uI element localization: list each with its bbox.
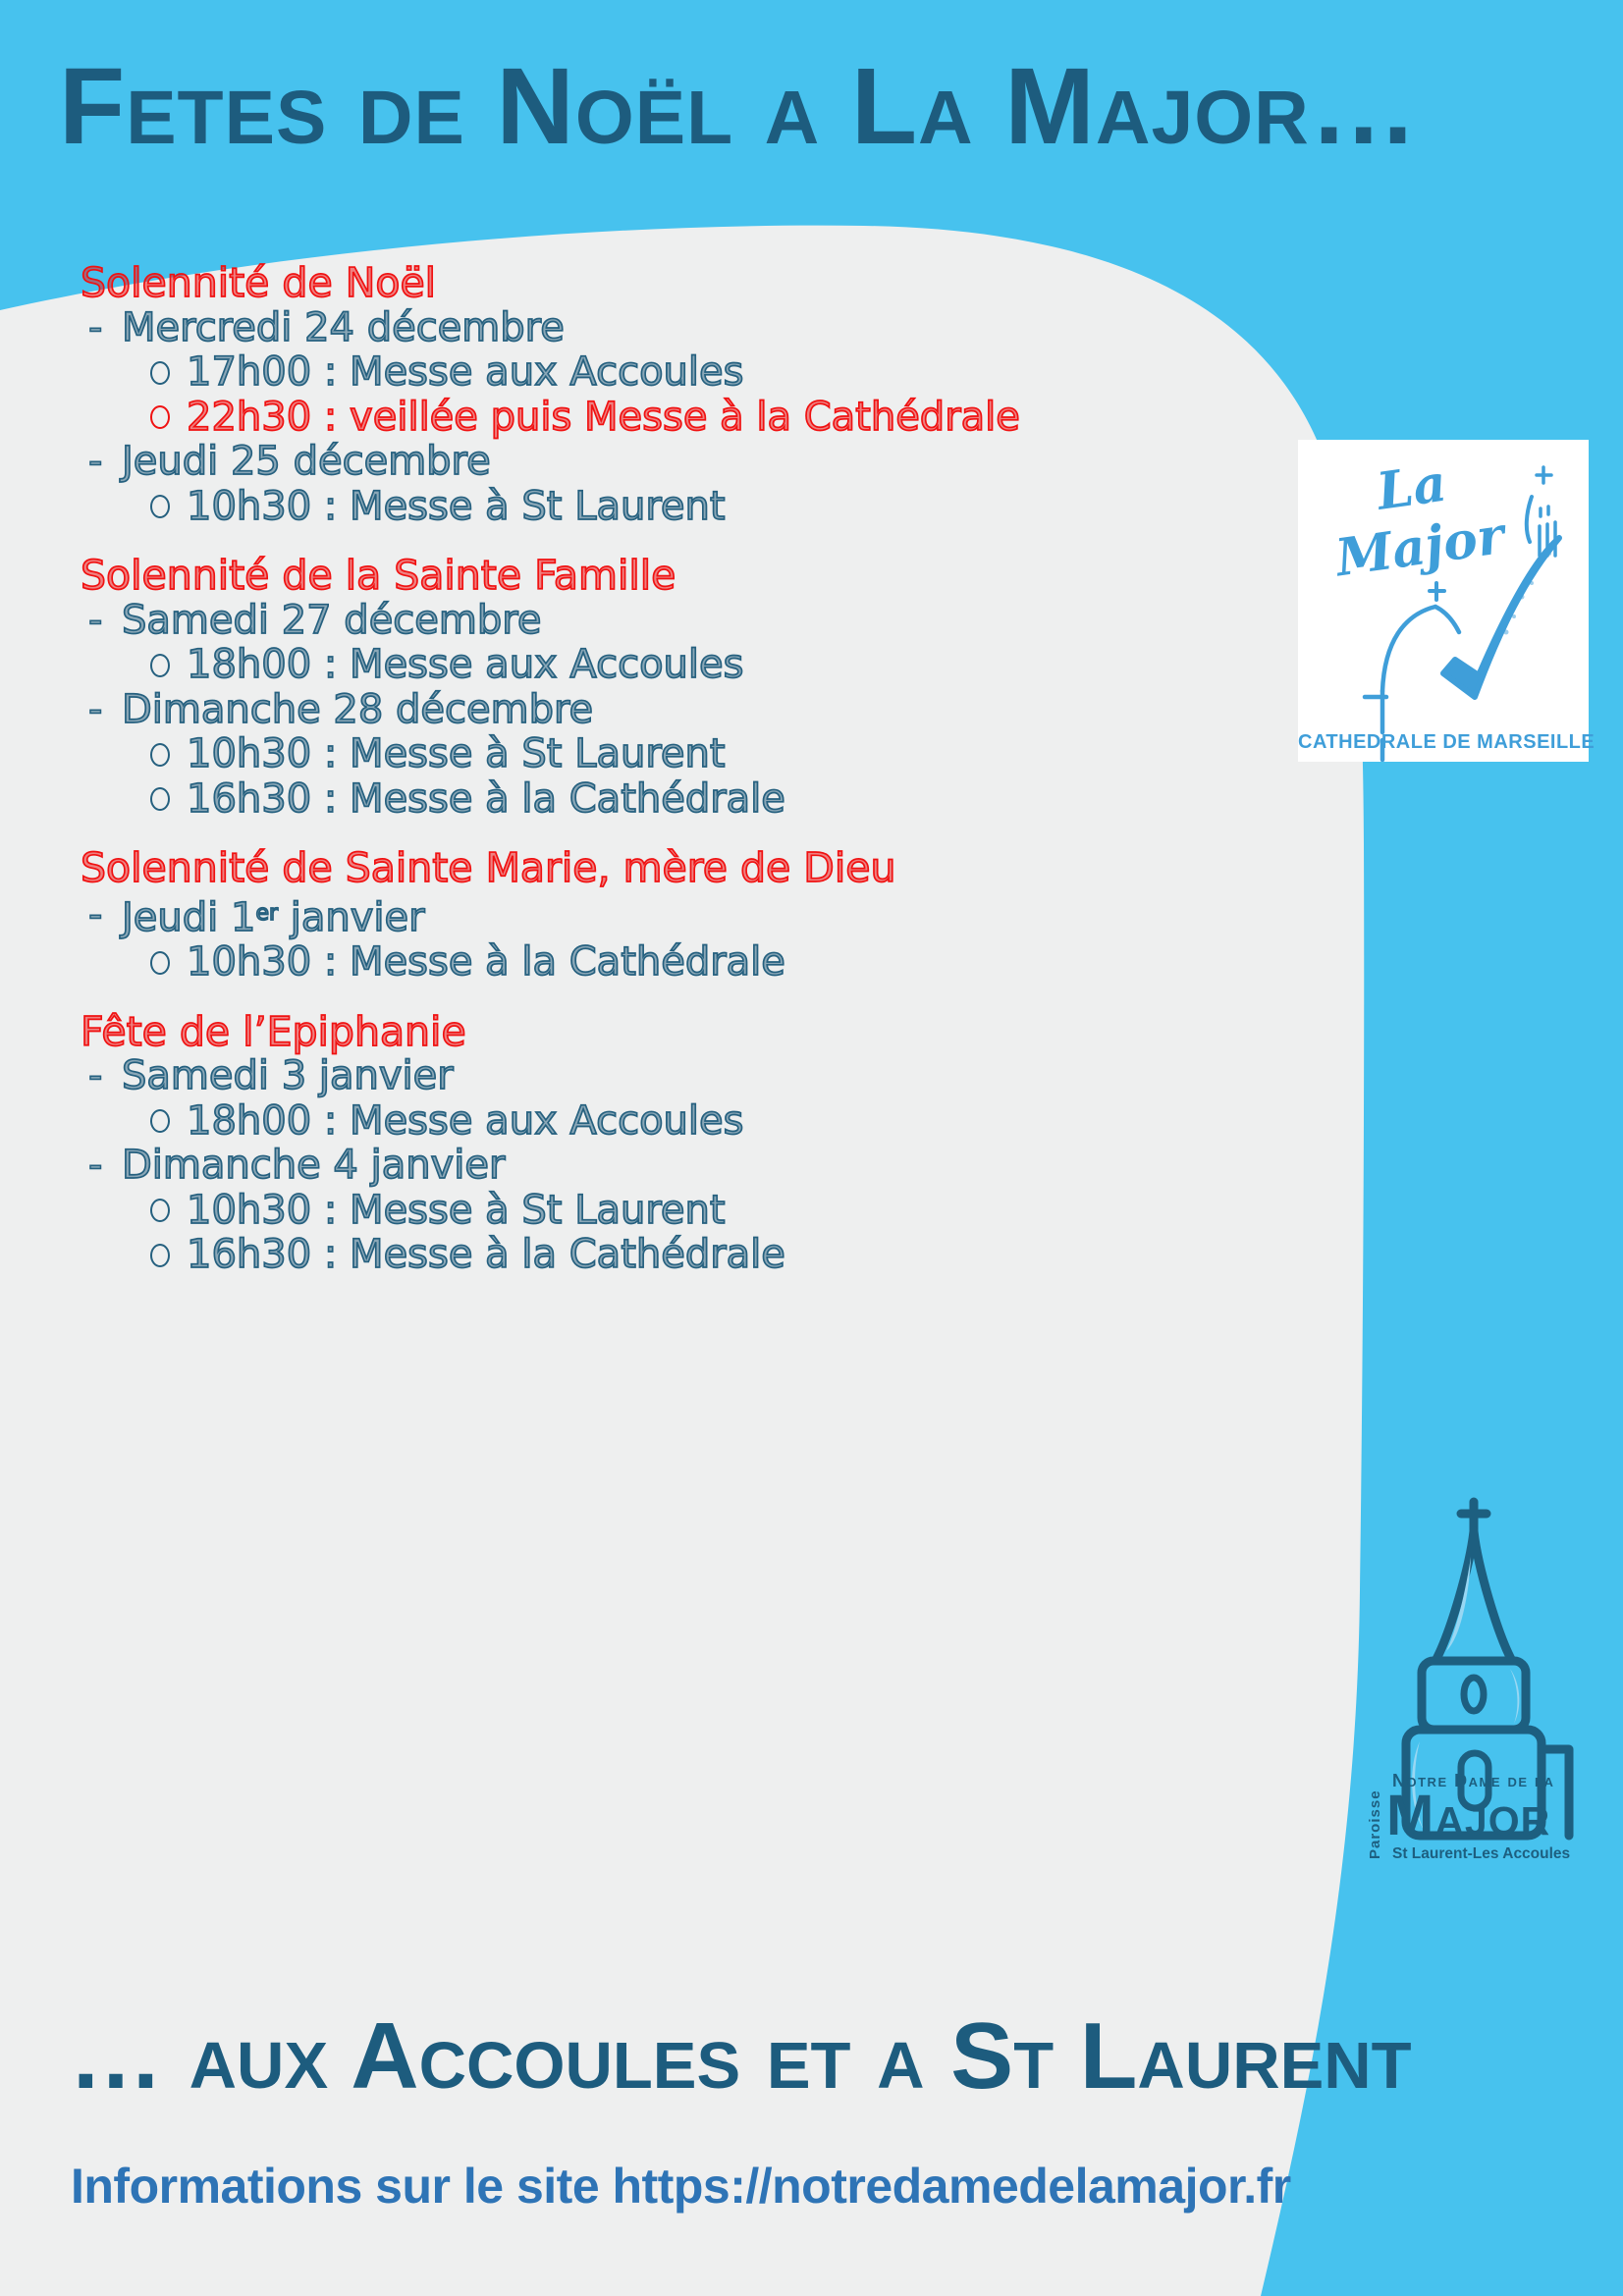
circle-bullet — [150, 360, 170, 385]
circle-bullet — [150, 787, 170, 812]
schedule-item-text: Samedi 3 janvier — [121, 1052, 454, 1098]
section-items: - Mercredi 24 décembre 17h00 : Messe aux A… — [81, 304, 1377, 529]
schedule-item: 16h30 : Messe à la Cathédrale — [81, 1231, 1377, 1278]
dash-bullet: - — [87, 1053, 103, 1098]
schedule-item: 18h00 : Messe aux Accoules — [81, 1097, 1377, 1144]
schedule-item: - Dimanche 28 décembre — [81, 686, 1377, 732]
schedule-item-text: Mercredi 24 décembre — [121, 304, 566, 350]
schedule-item-text: 16h30 : Messe à la Cathédrale — [186, 1231, 786, 1277]
schedule-item-text: 10h30 : Messe à St Laurent — [186, 730, 726, 776]
schedule-section: Fête de l’Epiphanie - Samedi 3 janvier 18h… — [80, 1007, 1377, 1278]
schedule-item-text: 18h00 : Messe aux Accoules — [186, 1097, 744, 1144]
paroisse-line1: Notre Dame de la — [1392, 1771, 1555, 1790]
paroisse-line2: Major — [1386, 1784, 1551, 1847]
schedule-item-text: 22h30 : veillée puis Messe à la Cathédra… — [186, 394, 1021, 440]
section-items: - Samedi 27 décembre 18h00 : Messe aux Acc… — [81, 597, 1377, 822]
section-title: Solennité de Noël — [80, 259, 437, 306]
circle-bullet — [150, 405, 170, 430]
paroisse-line3: St Laurent-Les Accoules — [1392, 1845, 1571, 1862]
schedule-item: 10h30 : Messe à la Cathédrale — [81, 938, 1377, 986]
schedule-item: - Samedi 3 janvier — [81, 1052, 1377, 1098]
schedule-item-text: 10h30 : Messe à la Cathédrale — [186, 938, 786, 985]
dash-bullet: - — [87, 892, 103, 937]
page-title: Fetes de Noël a La Major… — [59, 46, 1419, 167]
schedule-item-text: 18h00 : Messe aux Accoules — [186, 641, 744, 687]
dash-bullet: - — [87, 439, 103, 484]
section-items: - Jeudi 1er janvier 10h30 : Messe à la Cat… — [81, 891, 1377, 986]
la-major-logo: La Major CATHEDRALE DE MARSEILLE — [1298, 440, 1596, 762]
schedule-item: - Dimanche 4 janvier — [81, 1142, 1377, 1188]
schedule-item-text: 10h30 : Messe à St Laurent — [186, 483, 726, 529]
schedule-item-text: Samedi 27 décembre — [121, 597, 542, 643]
schedule-item: 17h00 : Messe aux Accoules — [81, 348, 1377, 396]
schedule-item-text: Jeudi 25 décembre — [121, 438, 491, 484]
circle-bullet — [150, 1109, 170, 1134]
schedule-item: 16h30 : Messe à la Cathédrale — [81, 775, 1377, 822]
schedule-item: - Jeudi 1er janvier — [81, 891, 1377, 940]
section-title: Fête de l’Epiphanie — [80, 1007, 466, 1055]
schedule-item: 10h30 : Messe à St Laurent — [81, 730, 1377, 777]
church-tower-icon — [1401, 1497, 1574, 1841]
circle-bullet — [150, 495, 170, 519]
schedule-item: - Jeudi 25 décembre — [81, 438, 1377, 484]
circle-bullet — [150, 1243, 170, 1267]
dash-bullet: - — [87, 304, 103, 350]
dash-bullet: - — [87, 597, 103, 643]
schedule-item: 18h00 : Messe aux Accoules — [81, 641, 1377, 688]
schedule-item: 22h30 : veillée puis Messe à la Cathédra… — [81, 394, 1377, 440]
circle-bullet — [150, 653, 170, 677]
dash-bullet: - — [87, 686, 103, 732]
schedule-item-text: 10h30 : Messe à St Laurent — [186, 1187, 726, 1233]
website-url: Informations sur le site https://notreda… — [71, 2159, 1291, 2214]
cathedral-sketch-icon — [1362, 465, 1562, 762]
section-items: - Samedi 3 janvier 18h00 : Messe aux Accou… — [81, 1052, 1377, 1278]
section-title: Solennité de Sainte Marie, mère de Dieu — [80, 844, 896, 891]
schedule-section: Solennité de la Sainte Famille - Samedi 2… — [80, 552, 1377, 822]
schedule-item-text: Dimanche 4 janvier — [121, 1142, 506, 1188]
section-title: Solennité de la Sainte Famille — [80, 552, 676, 599]
circle-bullet — [150, 1199, 170, 1223]
dash-bullet: - — [87, 1143, 103, 1188]
schedule-item: 10h30 : Messe à St Laurent — [81, 483, 1377, 529]
paroisse-vertical-label: Paroisse — [1367, 1789, 1383, 1859]
schedule-item-text: 17h00 : Messe aux Accoules — [186, 348, 744, 395]
schedule-item-text: Jeudi 1er janvier — [121, 894, 425, 940]
footer-title: … aux Accoules et a St Laurent — [69, 2003, 1412, 2109]
schedule-item-text: Dimanche 28 décembre — [121, 686, 594, 732]
schedule-section: Solennité de Sainte Marie, mère de Dieu … — [80, 844, 1377, 986]
schedule-section: Solennité de Noël - Mercredi 24 décembre 1… — [80, 259, 1377, 529]
circle-bullet — [150, 742, 170, 767]
circle-bullet — [150, 950, 170, 975]
paroisse-logo: Paroisse Notre Dame de la Major St Laure… — [1363, 1496, 1623, 1913]
schedule-item-text: 16h30 : Messe à la Cathédrale — [186, 775, 786, 822]
schedule: Solennité de Noël - Mercredi 24 décembre 1… — [80, 259, 1377, 1303]
schedule-item: 10h30 : Messe à St Laurent — [81, 1187, 1377, 1233]
schedule-item: - Samedi 27 décembre — [81, 597, 1377, 643]
logo-caption: CATHEDRALE DE MARSEILLE — [1298, 731, 1596, 753]
schedule-item: - Mercredi 24 décembre — [81, 304, 1377, 350]
